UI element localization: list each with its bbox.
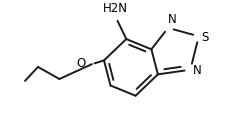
Text: N: N: [168, 13, 176, 26]
Text: S: S: [201, 30, 209, 43]
Text: O: O: [76, 56, 85, 69]
Text: H2N: H2N: [103, 2, 128, 15]
Text: N: N: [193, 64, 202, 77]
